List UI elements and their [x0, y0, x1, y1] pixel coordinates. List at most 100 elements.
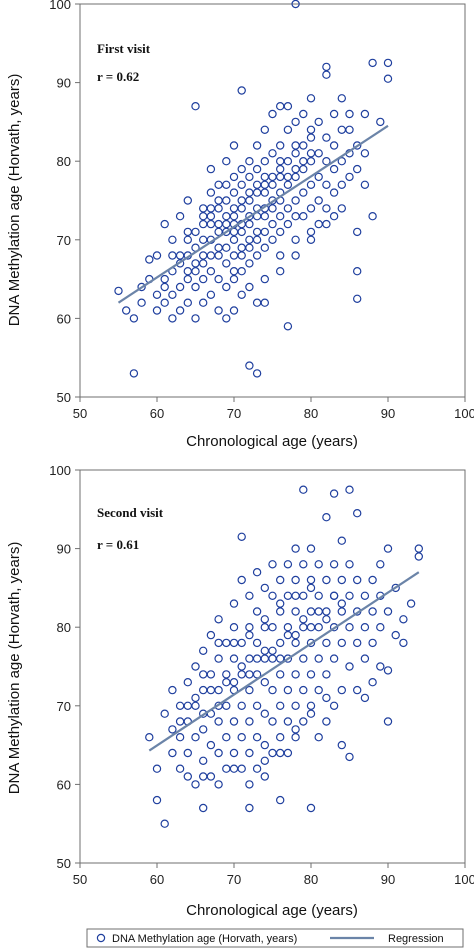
- data-point: [414, 544, 423, 553]
- data-point: [237, 290, 246, 299]
- data-point: [214, 306, 223, 315]
- data-point: [183, 772, 192, 781]
- data-point: [260, 756, 269, 766]
- legend-marker-points: [96, 933, 106, 943]
- data-point: [198, 204, 208, 213]
- data-point: [291, 607, 300, 616]
- regression-line: [117, 124, 389, 304]
- data-point: [291, 630, 300, 640]
- data-point: [121, 306, 131, 315]
- data-point: [222, 733, 231, 742]
- data-point: [276, 638, 285, 648]
- data-point: [391, 583, 400, 593]
- data-point: [337, 156, 346, 166]
- data-point: [322, 693, 331, 703]
- data-point: [252, 298, 262, 307]
- data-point: [260, 188, 269, 197]
- data-point: [368, 607, 377, 616]
- data-point: [183, 274, 192, 284]
- data-point: [360, 623, 370, 632]
- data-point: [306, 94, 316, 103]
- data-point: [237, 638, 246, 648]
- data-point: [175, 764, 185, 773]
- data-point: [198, 725, 208, 734]
- data-point: [353, 685, 362, 695]
- data-point: [229, 188, 239, 197]
- data-point: [291, 733, 300, 742]
- data-point: [160, 282, 169, 292]
- data-point: [260, 156, 269, 166]
- data-point: [337, 204, 346, 213]
- data-point: [283, 180, 293, 189]
- data-point: [299, 188, 308, 197]
- regression-line: [148, 571, 420, 752]
- data-point: [160, 298, 169, 307]
- data-point: [183, 196, 192, 205]
- data-point: [252, 638, 262, 648]
- data-point: [291, 141, 300, 150]
- data-point: [206, 164, 216, 174]
- data-point: [306, 803, 316, 813]
- data-point: [222, 764, 231, 773]
- data-point: [198, 646, 208, 656]
- data-point: [129, 314, 139, 323]
- data-point: [322, 717, 331, 726]
- data-point: [299, 164, 308, 174]
- data-point: [391, 630, 400, 640]
- data-point: [152, 251, 162, 260]
- data-point: [314, 219, 323, 229]
- data-point: [314, 685, 323, 695]
- data-point: [345, 109, 354, 119]
- data-point: [175, 282, 185, 292]
- data-point: [206, 685, 216, 695]
- legend-label-regression: Regression: [388, 933, 444, 945]
- data-point: [214, 615, 223, 624]
- data-point: [183, 227, 192, 237]
- data-point: [306, 235, 316, 244]
- data-point: [260, 172, 269, 182]
- data-point: [237, 267, 246, 276]
- data-point: [283, 560, 293, 569]
- data-point: [283, 685, 293, 695]
- data-point: [276, 748, 285, 758]
- y-tick-label: 90: [57, 542, 71, 557]
- data-point: [291, 196, 300, 205]
- data-point: [299, 141, 308, 150]
- data-point: [198, 211, 208, 221]
- data-point: [322, 607, 331, 616]
- data-point: [198, 274, 208, 284]
- data-point: [337, 685, 346, 695]
- data-point: [399, 638, 408, 648]
- y-axis-title: DNA Methylation age (Horvath, years): [6, 542, 23, 795]
- data-point: [191, 101, 200, 111]
- data-point: [245, 670, 254, 679]
- data-point: [237, 227, 246, 237]
- data-point: [252, 654, 262, 663]
- data-point: [299, 623, 308, 632]
- data-point: [291, 164, 300, 174]
- data-point: [291, 149, 300, 158]
- data-point: [237, 243, 246, 252]
- data-point: [306, 638, 316, 648]
- data-point: [291, 725, 300, 734]
- data-point: [268, 654, 277, 663]
- x-tick-label: 70: [227, 872, 241, 887]
- data-point: [268, 685, 277, 695]
- data-point: [191, 693, 200, 703]
- data-point: [360, 180, 370, 189]
- x-axis-title: Chronological age (years): [186, 902, 358, 919]
- data-point: [222, 196, 231, 205]
- data-point: [329, 701, 339, 711]
- data-point: [145, 733, 154, 742]
- data-point: [245, 156, 254, 166]
- data-point: [183, 678, 192, 687]
- data-point: [245, 654, 254, 663]
- data-point: [329, 164, 339, 174]
- data-point: [222, 156, 231, 166]
- data-point: [214, 251, 223, 260]
- data-point: [252, 251, 262, 260]
- data-point: [245, 211, 254, 221]
- data-point: [245, 196, 254, 205]
- x-tick-label: 60: [150, 872, 164, 887]
